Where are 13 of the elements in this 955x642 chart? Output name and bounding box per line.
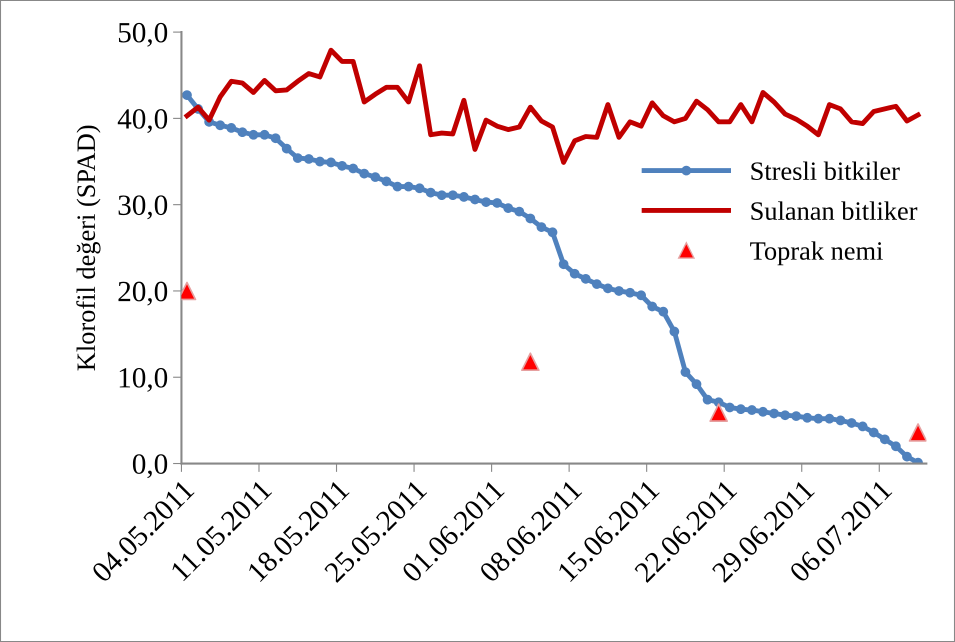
y-tick-label: 50,0 [118, 22, 168, 47]
y-tick-label: 40,0 [118, 109, 168, 133]
y-tick-label: 30,0 [118, 195, 168, 220]
legend-label: Sulanan bitliker [751, 201, 918, 220]
legend-label: Stresli bitkiler [751, 161, 900, 180]
y-axis-title: Klorofil değeri (SPAD) [76, 126, 101, 370]
y-tick-label: 20,0 [118, 282, 168, 306]
y-tick-label: 10,0 [120, 368, 168, 392]
point [908, 423, 926, 442]
point [521, 352, 540, 372]
y-tick-label: 0,0 [132, 454, 168, 478]
point [709, 403, 728, 422]
legend-label: Toprak nemi [750, 241, 883, 266]
